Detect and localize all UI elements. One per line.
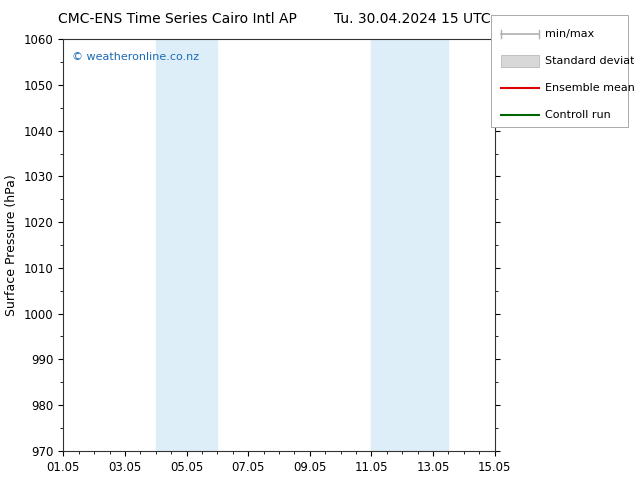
Text: min/max: min/max (545, 29, 595, 39)
Bar (372, 39, 448, 451)
Text: Ensemble mean run: Ensemble mean run (545, 83, 634, 93)
Text: CMC-ENS Time Series Cairo Intl AP: CMC-ENS Time Series Cairo Intl AP (58, 12, 297, 26)
Text: Tu. 30.04.2024 15 UTC: Tu. 30.04.2024 15 UTC (333, 12, 491, 26)
Y-axis label: Surface Pressure (hPa): Surface Pressure (hPa) (5, 174, 18, 316)
Text: Controll run: Controll run (545, 110, 611, 120)
Text: © weatheronline.co.nz: © weatheronline.co.nz (72, 51, 199, 62)
Bar (156, 39, 217, 451)
Text: Standard deviation: Standard deviation (545, 56, 634, 66)
